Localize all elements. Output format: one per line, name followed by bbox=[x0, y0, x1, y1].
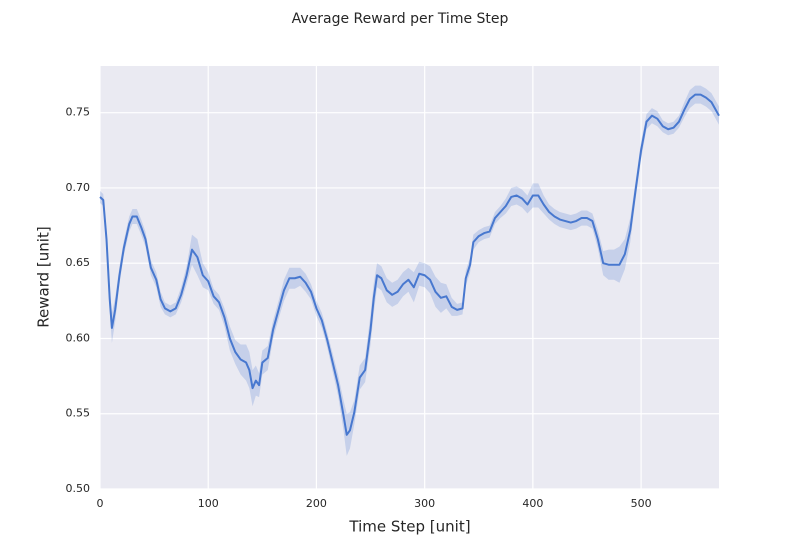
x-tick-label: 300 bbox=[414, 497, 435, 510]
x-tick-label: 200 bbox=[306, 497, 327, 510]
grid bbox=[99, 66, 719, 490]
plot-background bbox=[100, 66, 719, 489]
x-axis-label: Time Step [unit] bbox=[348, 518, 470, 536]
x-tick-label: 100 bbox=[198, 497, 219, 510]
y-tick-label: 0.65 bbox=[66, 256, 91, 269]
x-tick-label: 0 bbox=[97, 497, 104, 510]
x-tick-label: 400 bbox=[522, 497, 543, 510]
y-axis-label: Reward [unit] bbox=[35, 226, 53, 327]
confidence-band bbox=[100, 85, 719, 456]
marks bbox=[99, 85, 720, 456]
line bbox=[99, 93, 720, 436]
y-tick-label: 0.50 bbox=[66, 482, 91, 495]
chart-title: Average Reward per Time Step bbox=[292, 11, 509, 27]
y-tick-label: 0.75 bbox=[66, 106, 91, 119]
y-tick-label: 0.60 bbox=[66, 331, 91, 344]
y-tick-label: 0.70 bbox=[66, 181, 91, 194]
x-tick-label: 500 bbox=[631, 497, 652, 510]
y-tick-label: 0.55 bbox=[66, 407, 91, 420]
